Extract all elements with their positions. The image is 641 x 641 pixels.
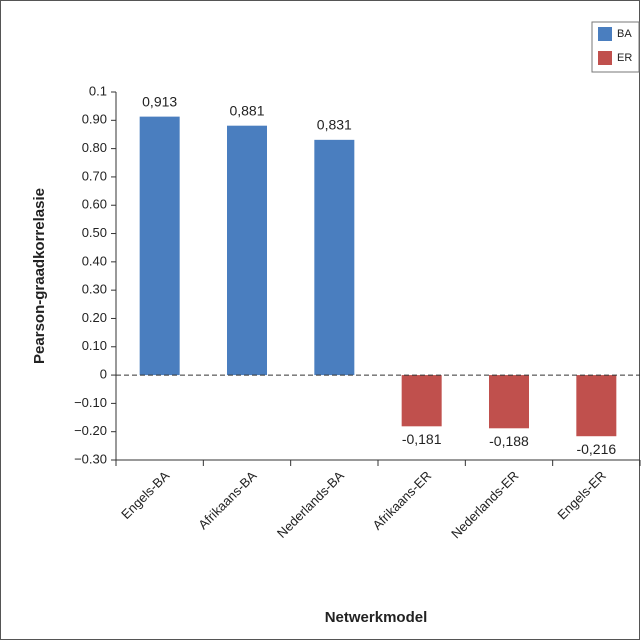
legend-label: ER — [617, 52, 632, 64]
value-label: 0,881 — [229, 102, 264, 118]
bar — [139, 116, 180, 376]
legend-swatch — [598, 27, 612, 41]
value-label: 0,913 — [142, 93, 177, 109]
value-label: 0,831 — [317, 117, 352, 133]
y-tick-label: −0.10 — [74, 395, 107, 410]
legend-label: BA — [617, 28, 632, 40]
y-tick-label: −0.20 — [74, 423, 107, 438]
y-tick-label: 0.40 — [82, 253, 107, 268]
bar — [227, 125, 267, 376]
y-tick-label: 0.70 — [82, 168, 107, 183]
legend-swatch — [598, 51, 612, 65]
y-tick-label: 0.10 — [82, 338, 107, 353]
value-label: -0,188 — [489, 433, 529, 449]
x-axis-label: Netwerkmodel — [325, 609, 428, 626]
y-tick-label: −0.30 — [74, 451, 107, 466]
bar — [489, 375, 529, 429]
y-tick-label: 0.80 — [82, 140, 107, 155]
bar — [314, 139, 355, 376]
y-tick-label: 0.1 — [89, 83, 107, 98]
bar — [401, 375, 442, 427]
y-tick-label: 0 — [100, 367, 107, 382]
y-tick-label: 0.30 — [82, 282, 107, 297]
y-axis-label: Pearson-graadkorrelasie — [31, 188, 48, 364]
y-tick-label: 0.20 — [82, 310, 107, 325]
bar — [576, 375, 617, 437]
y-tick-label: 0.90 — [82, 112, 107, 127]
y-tick-label: 0.50 — [82, 225, 107, 240]
y-tick-label: 0.60 — [82, 197, 107, 212]
value-label: -0,216 — [576, 441, 616, 457]
value-label: -0,181 — [402, 431, 442, 447]
